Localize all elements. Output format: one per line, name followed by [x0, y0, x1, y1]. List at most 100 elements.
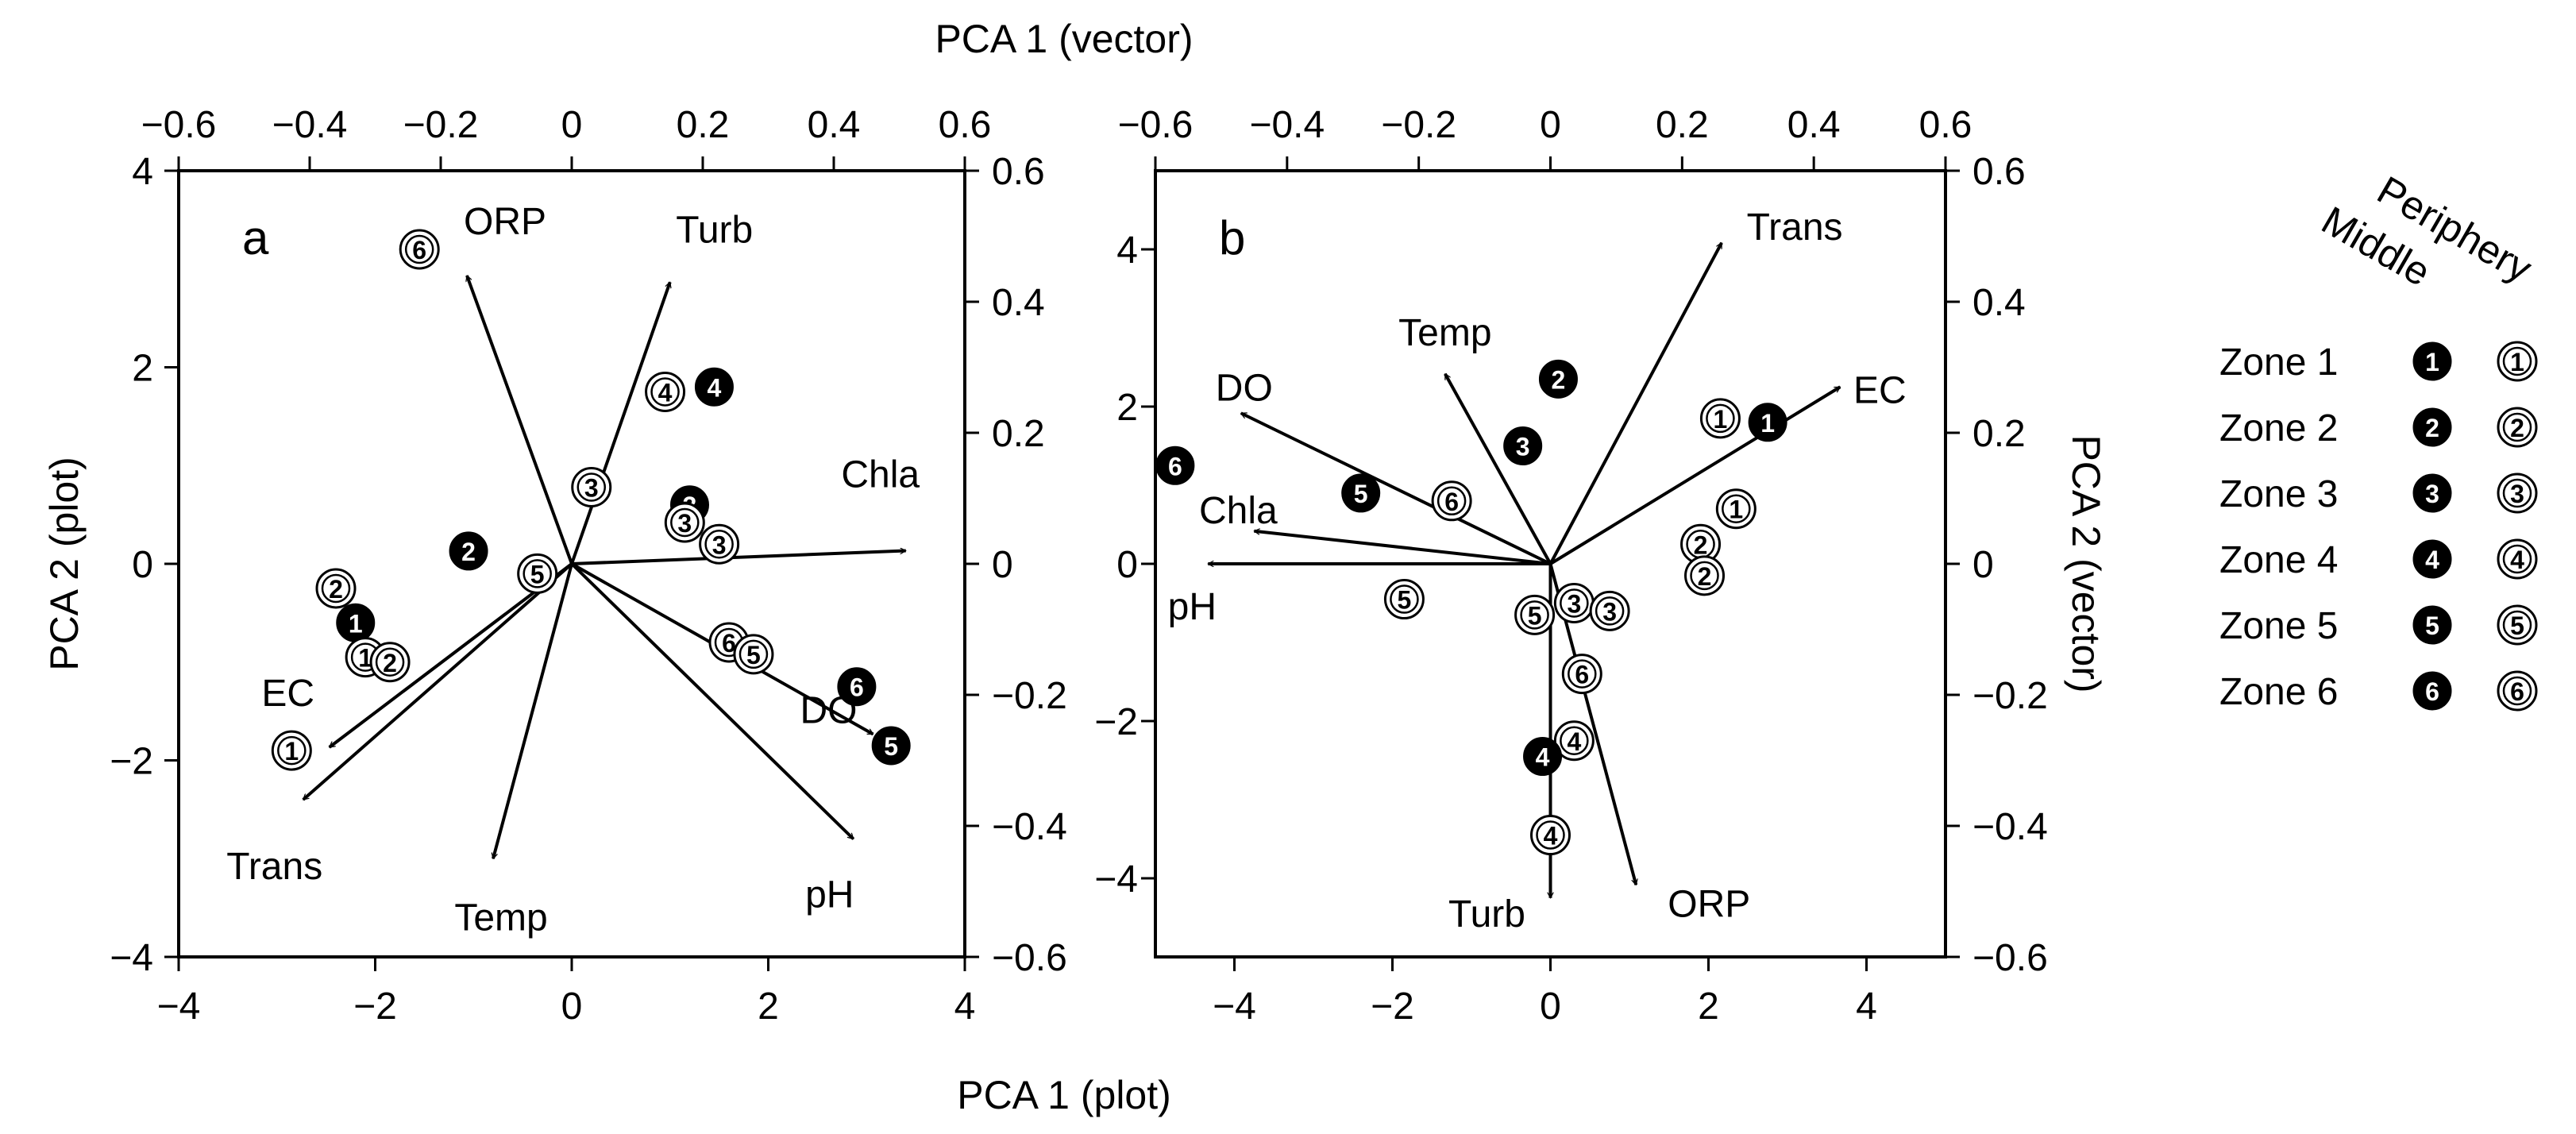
point-inner-ring: [277, 735, 307, 766]
point-label: 4: [1567, 727, 1581, 756]
vector-label: pH: [1168, 586, 1217, 628]
point-inner-ring: [1520, 600, 1549, 630]
point-label: 5: [1528, 601, 1542, 630]
left-tick-label: 4: [132, 151, 153, 193]
point-inner-ring: [704, 530, 734, 559]
data-point: 4: [1530, 815, 1571, 856]
data-point: 6: [399, 229, 440, 270]
vector-label: ORP: [1668, 883, 1750, 925]
top-tick-label: 0.2: [1656, 104, 1709, 146]
right-tick-label: −0.6: [1972, 937, 2048, 979]
data-point: 4: [1523, 737, 1563, 777]
data-point: 3: [1503, 426, 1543, 465]
legend-row: Zone 3 3 3: [2219, 472, 2538, 515]
top-tick-label: 0.4: [1787, 104, 1841, 146]
point-label: 4: [658, 378, 673, 407]
vector-label: DO: [1216, 367, 1273, 409]
legend-periphery-number: 5: [2510, 611, 2524, 640]
point-inner-ring: [321, 573, 351, 604]
data-point: 3: [699, 523, 740, 565]
vector-label: Temp: [1398, 312, 1491, 354]
left-tick-label: 2: [132, 348, 153, 390]
point-label: 2: [461, 538, 476, 566]
data-point: 5: [1514, 594, 1556, 635]
data-point: 6: [1431, 480, 1472, 522]
vector-label: ORP: [464, 201, 546, 243]
vector-arrow: [571, 551, 906, 565]
point-label: 2: [1698, 562, 1712, 591]
point-label: 2: [383, 649, 397, 677]
vector-label: Trans: [226, 846, 322, 888]
data-point: 1: [336, 603, 376, 642]
point-inner-ring: [1390, 584, 1419, 614]
bottom-tick-label: 4: [954, 986, 976, 1028]
legend-periphery-inner-ring: [2502, 412, 2532, 442]
top-tick-label: 0.6: [939, 104, 992, 146]
point-inner-ring: [1722, 494, 1751, 523]
point-marker: [837, 667, 877, 707]
legend-middle-number: 2: [2425, 414, 2439, 442]
vector-arrow: [570, 282, 670, 565]
point-label: 1: [1729, 496, 1743, 524]
top-tick-label: −0.4: [1249, 104, 1325, 146]
point-label: 4: [1544, 822, 1558, 850]
legend-row: Zone 1 1 1: [2219, 341, 2538, 384]
point-label: 4: [1536, 743, 1550, 772]
point-label: 5: [1354, 480, 1368, 508]
right-tick-label: 0: [992, 544, 1013, 586]
vector-arrow: [302, 562, 573, 801]
legend-rows: Zone 1 1 1 Zone 2 2 2 Zone 3 3 3 Zone 4 4 4 Zone 5 5 5…: [2219, 341, 2538, 713]
vector-label: Chla: [841, 454, 920, 496]
top-tick-label: −0.6: [1118, 104, 1194, 146]
top-tick-label: −0.4: [272, 104, 348, 146]
legend-zone-label: Zone 2: [2219, 407, 2338, 449]
top-tick-label: 0: [1540, 104, 1561, 146]
point-label: 6: [722, 629, 736, 658]
data-point: 2: [1538, 359, 1578, 399]
point-inner-ring: [670, 507, 700, 538]
data-point: 1: [271, 730, 312, 771]
legend-periphery-number: 2: [2510, 414, 2524, 442]
legend-zone-label: Zone 4: [2219, 539, 2338, 581]
left-tick-label: 0: [132, 544, 153, 586]
vector-arrow: [1254, 531, 1551, 565]
legend-periphery-number: 4: [2510, 546, 2524, 574]
data-point: 6: [1561, 654, 1602, 695]
top-tick-label: 0: [561, 104, 583, 146]
right-tick-label: 0.2: [992, 413, 1045, 455]
top-tick-label: 0.4: [808, 104, 861, 146]
data-point: 4: [645, 371, 686, 412]
right-tick-label: −0.4: [1972, 806, 2048, 848]
point-label: 3: [1567, 590, 1581, 619]
legend-middle-marker: [2412, 473, 2452, 513]
legend-middle-number: 1: [2425, 348, 2439, 376]
point-label: 3: [584, 473, 599, 502]
point-label: 3: [677, 509, 692, 538]
point-label: 1: [349, 609, 363, 638]
point-inner-ring: [650, 377, 680, 407]
vector-arrow: [493, 563, 573, 858]
data-point: 4: [1553, 720, 1595, 762]
legend-middle-marker: [2412, 539, 2452, 579]
vector-arrow: [1549, 385, 1841, 565]
bottom-tick-label: 2: [1698, 986, 1719, 1028]
data-point: 4: [694, 367, 734, 407]
point-marker: [1155, 446, 1195, 485]
panel-letter: b: [1219, 211, 1245, 264]
right-axis-title: PCA 2 (vector): [2064, 434, 2108, 692]
data-point: 6: [1155, 446, 1195, 485]
right-tick-label: 0.6: [992, 151, 1045, 193]
right-tick-label: −0.2: [992, 675, 1067, 717]
legend-zone-label: Zone 5: [2219, 605, 2338, 647]
bottom-axis-title: PCA 1 (plot): [957, 1073, 1171, 1117]
right-tick-label: 0.4: [1972, 282, 2026, 324]
point-label: 3: [1602, 597, 1617, 626]
left-tick-label: −2: [110, 741, 153, 783]
data-point: 2: [1680, 523, 1722, 565]
legend-periphery-inner-ring: [2502, 544, 2532, 574]
legend-middle-number: 5: [2425, 611, 2439, 640]
data-point: 5: [1341, 473, 1381, 513]
vector-label: Chla: [1199, 490, 1278, 532]
legend-periphery-number: 1: [2510, 348, 2524, 376]
data-point: 1: [1748, 403, 1787, 442]
